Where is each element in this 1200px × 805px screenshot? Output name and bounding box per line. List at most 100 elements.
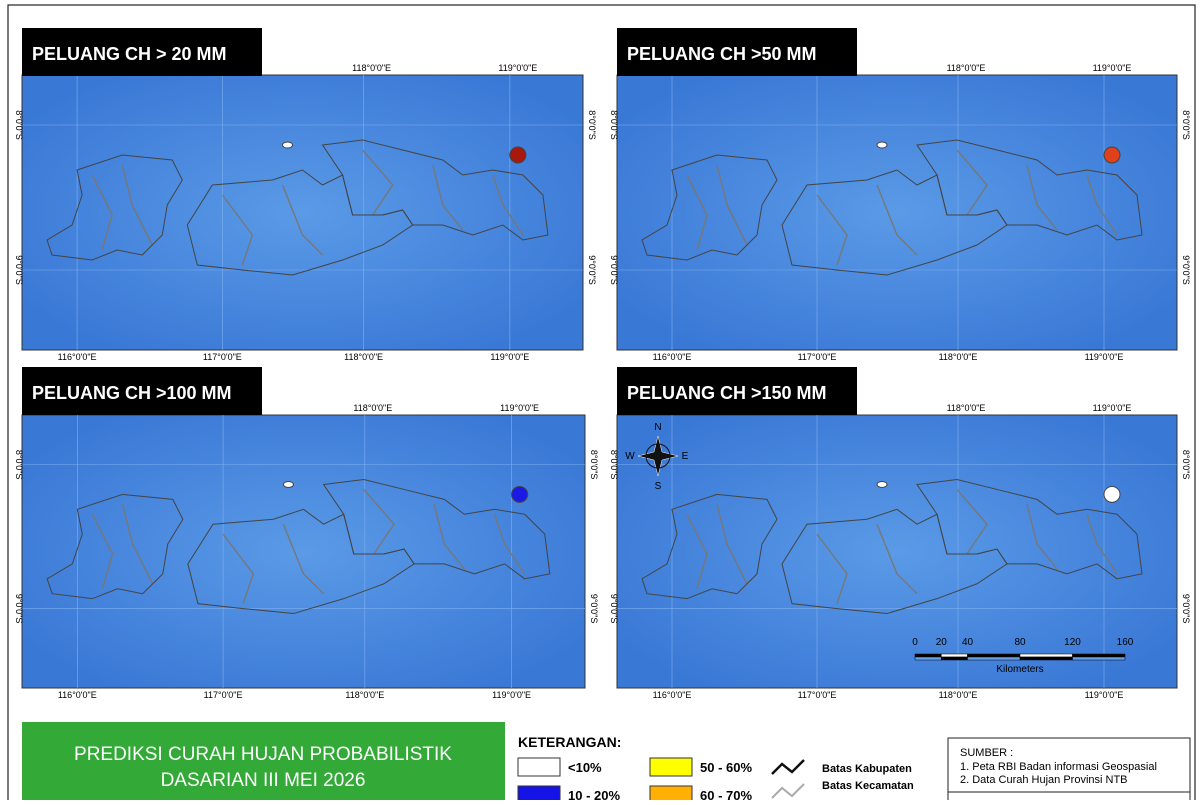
lon-label: 116°0'0"E: [58, 352, 97, 362]
district-boundary: [956, 149, 988, 216]
scale-segment: [967, 656, 1021, 661]
lat-label: 8°0'0"S: [14, 450, 24, 480]
legend-title: KETERANGAN:: [518, 734, 621, 750]
district-boundary: [1086, 174, 1118, 236]
scale-label: 20: [936, 637, 948, 648]
district-boundary: [1026, 164, 1058, 231]
legend-label: <10%: [568, 760, 602, 775]
district-boundary: [876, 523, 918, 595]
islet: [1103, 146, 1121, 164]
legend-swatch: [517, 757, 561, 777]
lat-label: 9°0'0"S: [14, 255, 24, 285]
islet: [511, 485, 529, 503]
scale-segment: [1019, 656, 1073, 661]
islands: [46, 139, 549, 276]
lat-label: 9°0'0"S: [1181, 594, 1191, 624]
lat-label: 9°0'0"S: [609, 255, 619, 285]
lat-label: 9°0'0"S: [14, 594, 24, 624]
lat-label: 8°0'0"S: [589, 450, 599, 480]
islands: [46, 479, 551, 615]
lon-label: 119°0'0"E: [490, 352, 529, 362]
legend-swatch: [517, 785, 561, 805]
district-boundary: [1086, 514, 1118, 575]
line-symbol: [771, 783, 805, 799]
district-boundary: [362, 149, 394, 216]
district-boundary: [876, 184, 918, 256]
district-boundary: [91, 513, 114, 589]
panel-title: PELUANG CH >150 MM: [627, 383, 827, 403]
header-line: PREDIKSI CURAH HUJAN PROBABILISTIK: [74, 744, 452, 765]
legend-line-label: Batas Kecamatan: [822, 780, 914, 792]
legend-swatch: [649, 757, 693, 777]
map-panel: [616, 414, 1178, 689]
lon-label: 118°0'0"E: [939, 352, 978, 362]
map-panel: [616, 74, 1178, 351]
map-panel: [21, 414, 586, 689]
lon-label: 119°0'0"E: [1085, 690, 1124, 700]
island: [641, 493, 778, 600]
lat-label: 8°0'0"S: [587, 110, 597, 140]
district-boundary: [816, 194, 848, 266]
header-line: DASARIAN III MEI 2026: [161, 770, 366, 791]
sea: [616, 414, 1178, 689]
scale-segment: [1019, 653, 1073, 658]
district-boundary: [281, 184, 324, 256]
lon-label: 116°0'0"E: [653, 352, 692, 362]
district-boundary: [121, 504, 154, 585]
island: [46, 493, 184, 600]
scale-label: 40: [962, 637, 974, 648]
lon-label: 116°0'0"E: [58, 690, 97, 700]
header-box: [22, 722, 505, 802]
district-boundary: [686, 174, 708, 251]
island: [916, 139, 1143, 241]
lat-label: 8°0'0"S: [609, 450, 619, 480]
lat-label: 9°0'0"S: [589, 594, 599, 624]
legend-label: 50 - 60%: [700, 760, 752, 775]
lat-label: 9°0'0"S: [587, 255, 597, 285]
district-boundary: [282, 523, 325, 595]
islet: [1103, 485, 1121, 503]
district-boundary: [222, 533, 255, 604]
compass: [637, 435, 679, 477]
lat-label: 8°0'0"S: [1181, 450, 1191, 480]
legend-label: 10 - 20%: [568, 788, 620, 800]
source-title: SUMBER :: [960, 747, 1013, 759]
legend-line-label: Batas Kabupaten: [822, 763, 912, 775]
scale-segment: [967, 653, 1021, 658]
panel-title-box: [22, 367, 262, 415]
scale-label: 120: [1064, 637, 1081, 648]
compass-letter: S: [655, 481, 662, 492]
islet: [876, 141, 888, 149]
compass-letter: E: [682, 451, 689, 462]
scale-segment: [1072, 653, 1126, 658]
lon-label: 118°0'0"E: [947, 63, 986, 73]
district-boundary: [433, 504, 465, 570]
lat-label: 8°0'0"S: [14, 110, 24, 140]
lon-label: 119°0'0"E: [1093, 403, 1132, 413]
district-boundary: [221, 194, 254, 266]
lon-label: 119°0'0"E: [498, 63, 537, 73]
panel-title: PELUANG CH >100 MM: [32, 383, 232, 403]
lon-label: 118°0'0"E: [345, 690, 384, 700]
lon-label: 118°0'0"E: [939, 690, 978, 700]
district-boundary: [91, 174, 113, 251]
district-boundary: [432, 164, 464, 231]
lat-label: 8°0'0"S: [1181, 110, 1191, 140]
panel-title-box: [617, 28, 857, 76]
lat-label: 8°0'0"S: [609, 110, 619, 140]
lon-label: 117°0'0"E: [798, 690, 837, 700]
lat-label: 9°0'0"S: [609, 594, 619, 624]
compass: [645, 443, 671, 469]
district-boundary: [956, 489, 988, 555]
islet: [282, 481, 294, 488]
district-boundary: [716, 164, 748, 246]
lon-label: 119°0'0"E: [1085, 352, 1124, 362]
lon-label: 118°0'0"E: [352, 63, 391, 73]
panel-title-box: [22, 28, 262, 76]
island: [641, 154, 778, 261]
lon-label: 116°0'0"E: [653, 690, 692, 700]
lon-label: 118°0'0"E: [947, 403, 986, 413]
source-box: [947, 737, 1191, 805]
island: [321, 139, 549, 241]
